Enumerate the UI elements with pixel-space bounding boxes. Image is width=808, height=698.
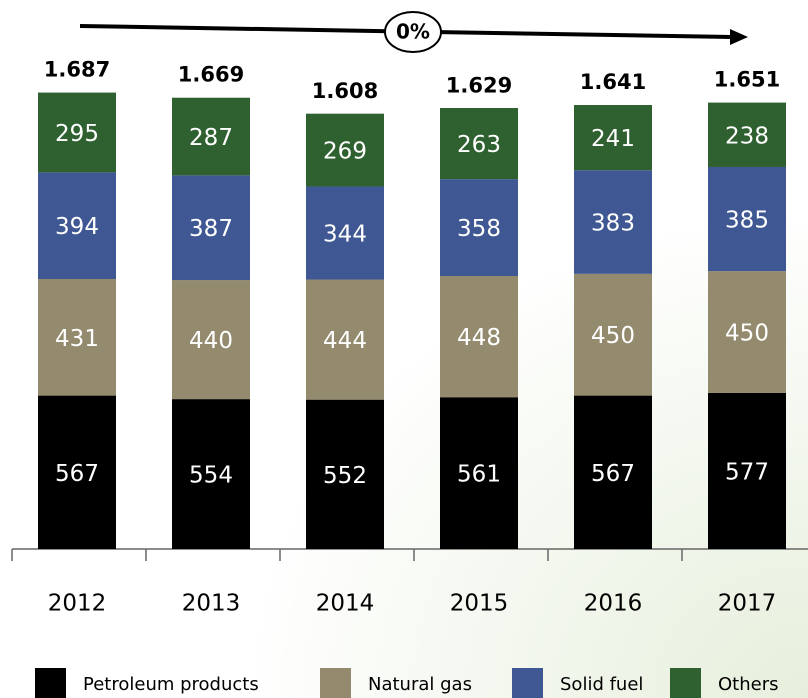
- value-label: 448: [457, 325, 501, 351]
- x-tick-label: 2015: [450, 591, 509, 617]
- x-tick-label: 2016: [584, 591, 643, 617]
- bar-segment: [306, 279, 384, 400]
- bar-segment: [38, 172, 116, 279]
- x-tick-label: 2017: [718, 591, 777, 617]
- total-label: 1.651: [714, 67, 780, 91]
- bar-segment: [708, 392, 786, 549]
- bar-segment: [574, 395, 652, 549]
- value-label: 287: [189, 125, 233, 151]
- bar-segment: [574, 105, 652, 171]
- value-label: 577: [725, 459, 769, 485]
- value-label: 263: [457, 132, 501, 158]
- bar-segment: [574, 170, 652, 274]
- value-label: 344: [323, 221, 367, 247]
- value-label: 295: [55, 121, 99, 147]
- annotation: 0%: [396, 20, 430, 44]
- x-tick-label: 2013: [182, 591, 241, 617]
- legend-label: Petroleum products: [83, 674, 259, 695]
- legend-swatch: [512, 668, 543, 698]
- annotation-bubble: [384, 11, 442, 53]
- x-tick-label: 2012: [48, 591, 107, 617]
- bar-segment: [440, 276, 518, 398]
- value-label: 385: [725, 208, 769, 234]
- value-label: 444: [323, 328, 367, 354]
- total-label: 1.669: [178, 62, 244, 86]
- value-label: 241: [591, 126, 635, 152]
- bar-segment: [574, 273, 652, 396]
- bar-segment: [708, 166, 786, 272]
- arrow-head: [730, 29, 748, 45]
- bar-segment: [38, 395, 116, 549]
- bar-segment: [708, 102, 786, 167]
- bar-segment: [38, 278, 116, 396]
- bar-segment: [38, 92, 116, 173]
- value-label: 387: [189, 216, 233, 242]
- bar-segment: [708, 271, 786, 393]
- legend-label: Natural gas: [368, 674, 472, 695]
- value-label: 567: [55, 461, 99, 487]
- legend-label: Solid fuel: [560, 674, 643, 695]
- value-label: 238: [725, 123, 769, 149]
- bar-segment: [172, 175, 250, 281]
- value-label: 554: [189, 463, 233, 489]
- bar-segment: [440, 397, 518, 549]
- bar-segment: [440, 179, 518, 277]
- value-label: 450: [591, 323, 635, 349]
- value-label: 552: [323, 463, 367, 489]
- legend-swatch: [320, 668, 351, 698]
- value-label: 440: [189, 328, 233, 354]
- value-label: 450: [725, 321, 769, 347]
- bar-segment: [306, 186, 384, 280]
- bar-segment: [172, 97, 250, 176]
- total-label: 1.687: [44, 58, 110, 82]
- total-label: 1.608: [312, 79, 378, 103]
- x-tick-label: 2014: [316, 591, 375, 617]
- legend-swatch: [35, 668, 66, 698]
- value-label: 383: [591, 211, 635, 237]
- total-label: 1.641: [580, 70, 646, 94]
- value-label: 431: [55, 326, 99, 352]
- value-label: 561: [457, 462, 501, 488]
- value-label: 358: [457, 216, 501, 242]
- bar-segment: [440, 107, 518, 180]
- legend-label: Others: [718, 674, 779, 695]
- bar-segment: [306, 399, 384, 549]
- value-label: 394: [55, 214, 99, 240]
- value-label: 269: [323, 139, 367, 165]
- bar-segment: [172, 280, 250, 400]
- bar-segment: [172, 399, 250, 549]
- total-label: 1.629: [446, 73, 512, 97]
- value-label: 567: [591, 461, 635, 487]
- legend-swatch: [670, 668, 701, 698]
- bar-segment: [306, 113, 384, 187]
